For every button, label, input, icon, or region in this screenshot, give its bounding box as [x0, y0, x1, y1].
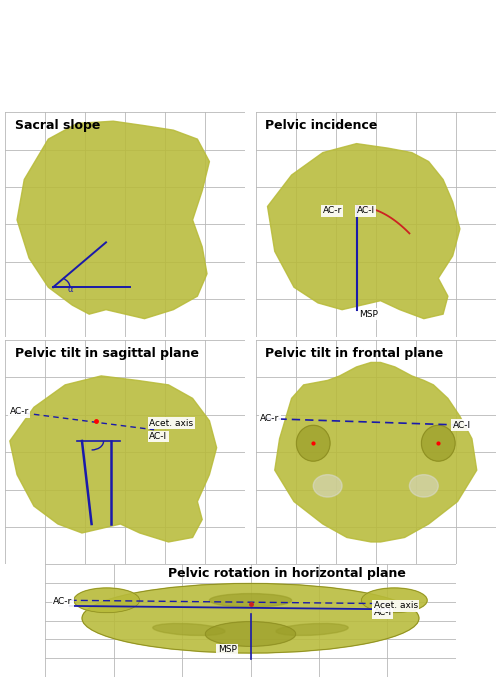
Text: Pelvic tilt in frontal plane: Pelvic tilt in frontal plane [265, 347, 443, 360]
Polygon shape [10, 376, 216, 542]
Text: Pelvic rotation in horizontal plane: Pelvic rotation in horizontal plane [168, 566, 406, 579]
Ellipse shape [409, 475, 438, 497]
Ellipse shape [361, 588, 427, 613]
Text: AC-r: AC-r [53, 597, 73, 606]
Ellipse shape [153, 624, 225, 636]
Text: AC-r: AC-r [261, 414, 280, 423]
Ellipse shape [313, 475, 342, 497]
Text: Pelvic incidence: Pelvic incidence [265, 119, 378, 132]
Ellipse shape [74, 588, 140, 613]
Ellipse shape [209, 594, 292, 607]
Polygon shape [17, 121, 209, 319]
Text: α: α [68, 285, 73, 294]
Text: AC-l: AC-l [453, 421, 471, 430]
Ellipse shape [421, 425, 455, 461]
Text: AC-r: AC-r [10, 407, 29, 416]
Text: MSP: MSP [217, 645, 236, 654]
Polygon shape [275, 362, 477, 542]
Text: AC-l: AC-l [357, 207, 375, 216]
Ellipse shape [205, 622, 296, 646]
Text: Pelvic tilt in sagittal plane: Pelvic tilt in sagittal plane [15, 347, 198, 360]
Text: Sacral slope: Sacral slope [15, 119, 100, 132]
Text: AC-l: AC-l [149, 432, 167, 441]
Text: AC-l: AC-l [374, 608, 392, 617]
Polygon shape [268, 143, 460, 319]
Text: Acet. axis: Acet. axis [374, 601, 418, 611]
Text: MSP: MSP [359, 309, 378, 319]
Ellipse shape [297, 425, 330, 461]
Ellipse shape [82, 583, 419, 653]
Text: AC-r: AC-r [323, 207, 342, 216]
Ellipse shape [276, 624, 348, 636]
Text: Acet. axis: Acet. axis [149, 418, 193, 428]
